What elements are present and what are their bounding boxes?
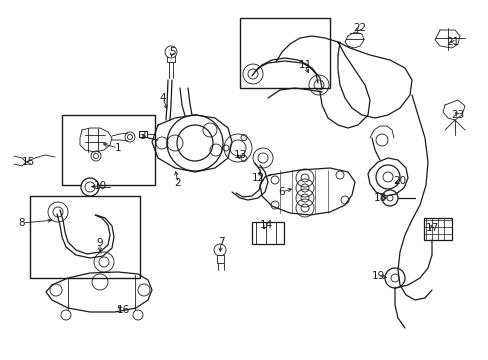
Text: 17: 17 (425, 223, 438, 233)
Circle shape (81, 178, 99, 196)
Text: 1: 1 (115, 143, 121, 153)
Circle shape (214, 244, 225, 256)
Bar (423, 218, 451, 240)
Text: 5: 5 (168, 47, 175, 57)
Text: 7: 7 (217, 237, 224, 247)
Text: 21: 21 (446, 37, 459, 47)
Text: 2: 2 (174, 178, 181, 188)
Text: 16: 16 (116, 305, 129, 315)
Text: 9: 9 (97, 238, 103, 248)
Text: 22: 22 (353, 23, 366, 33)
Text: 15: 15 (21, 157, 35, 167)
Text: 20: 20 (393, 176, 406, 186)
Text: 11: 11 (298, 60, 311, 70)
Bar (30, 196, 140, 278)
Text: 6: 6 (278, 187, 285, 197)
Bar (139, 131, 147, 137)
Text: 10: 10 (93, 181, 106, 191)
Text: 18: 18 (373, 193, 386, 203)
Text: 13: 13 (233, 150, 246, 160)
Bar (251, 222, 284, 244)
Bar (240, 18, 329, 88)
Text: 23: 23 (450, 110, 464, 120)
Bar (62, 115, 155, 185)
Text: 19: 19 (370, 271, 384, 281)
Text: 4: 4 (160, 93, 166, 103)
Bar (167, 55, 175, 62)
Bar (217, 255, 224, 263)
Text: 14: 14 (259, 220, 272, 230)
Text: 8: 8 (19, 218, 25, 228)
Text: 3: 3 (139, 131, 145, 141)
Text: 12: 12 (251, 173, 264, 183)
Circle shape (164, 46, 177, 58)
